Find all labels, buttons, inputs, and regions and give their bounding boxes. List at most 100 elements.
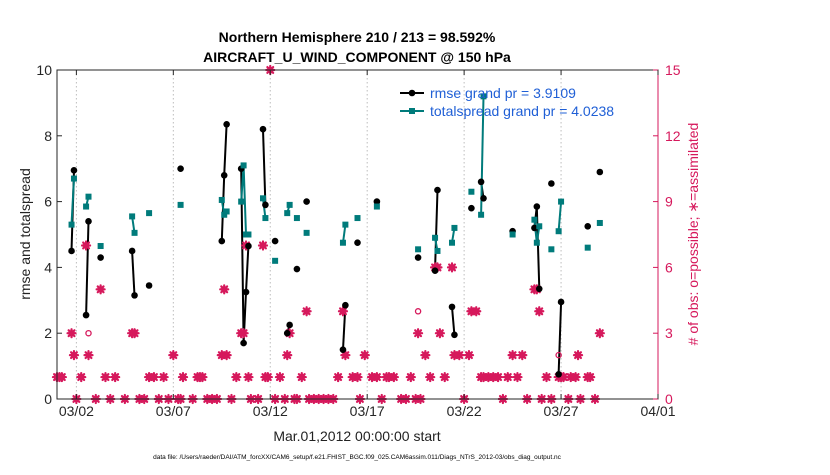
rmse-point bbox=[451, 331, 458, 339]
totalspread-point bbox=[509, 231, 516, 238]
obs-assimilated-point bbox=[340, 350, 351, 361]
x-tick-label: 03/07 bbox=[156, 403, 191, 419]
totalspread-point bbox=[245, 231, 252, 238]
totalspread-point bbox=[146, 210, 153, 217]
obs-assimilated-point bbox=[282, 350, 293, 361]
rmse-point bbox=[82, 311, 90, 319]
rmse-point bbox=[128, 247, 136, 255]
totalspread-point bbox=[129, 213, 136, 220]
rmse-point bbox=[342, 301, 349, 309]
totalspread-point bbox=[303, 229, 310, 236]
rmse-line bbox=[451, 306, 456, 335]
rmse-point bbox=[145, 282, 153, 289]
rmse-point bbox=[177, 165, 184, 172]
rmse-point bbox=[68, 247, 75, 255]
obs-assimilated-point bbox=[221, 350, 232, 361]
obs-assimilated-point bbox=[243, 371, 254, 383]
obs-assimilated-point bbox=[585, 371, 596, 383]
totalspread-point bbox=[70, 175, 77, 182]
rmse-point bbox=[85, 218, 92, 225]
rmse-point bbox=[535, 285, 543, 293]
rmse-point bbox=[245, 242, 252, 250]
rmse-point bbox=[431, 267, 439, 274]
rmse-point bbox=[477, 178, 485, 186]
totalspread-point bbox=[468, 188, 475, 195]
totalspread-point bbox=[83, 203, 90, 210]
obs-assimilated-point bbox=[572, 350, 584, 361]
rmse-point bbox=[283, 329, 291, 337]
obs-assimilated-point bbox=[507, 350, 518, 361]
rmse-point bbox=[240, 339, 247, 347]
rmse-line bbox=[131, 250, 136, 296]
totalspread-point bbox=[584, 244, 591, 251]
totalspread-point bbox=[85, 193, 92, 200]
rmse-point bbox=[220, 171, 228, 179]
obs-assimilated-point bbox=[352, 371, 363, 383]
totalspread-point bbox=[531, 216, 538, 223]
rmse-point bbox=[555, 371, 562, 378]
obs-assimilated-point bbox=[238, 328, 249, 339]
obs-assimilated-point bbox=[594, 328, 605, 339]
obs-assimilated-point bbox=[420, 350, 431, 361]
obs-assimilated-point bbox=[333, 371, 344, 383]
rmse-point bbox=[242, 288, 250, 296]
totalspread-point bbox=[240, 162, 247, 169]
obs-assimilated-point bbox=[463, 350, 475, 361]
legend-rmse-label: rmse grand pr = 3.9109 bbox=[430, 85, 576, 101]
obs-assimilated-point bbox=[68, 350, 80, 361]
obs-assimilated-point bbox=[388, 371, 399, 383]
totalspread-point bbox=[238, 198, 245, 205]
obs-assimilated-point bbox=[570, 371, 581, 383]
totalspread-point bbox=[223, 208, 230, 215]
y2-tick-label: 9 bbox=[665, 194, 673, 210]
totalspread-line bbox=[262, 198, 267, 219]
obs-assimilated-point bbox=[337, 306, 349, 317]
obs-assimilated-point bbox=[492, 371, 504, 383]
obs-assimilated-point bbox=[534, 306, 545, 317]
totalspread-point bbox=[218, 196, 225, 203]
rmse-point bbox=[354, 239, 361, 247]
totalspread-point bbox=[434, 247, 441, 254]
rmse-line bbox=[262, 129, 267, 205]
obs-assimilated-point bbox=[100, 371, 111, 383]
obs-assimilated-point bbox=[95, 284, 106, 295]
rmse-point bbox=[262, 201, 269, 209]
obs-assimilated-point bbox=[405, 371, 416, 383]
rmse-line bbox=[557, 301, 563, 375]
rmse-point bbox=[548, 180, 555, 187]
rmse-point bbox=[293, 265, 301, 273]
rmse-point bbox=[218, 237, 226, 245]
x-tick-label: 03/12 bbox=[253, 403, 288, 419]
rmse-point bbox=[373, 198, 381, 205]
totalspread-point bbox=[432, 234, 439, 241]
obs-assimilated-point bbox=[219, 284, 230, 295]
totalspread-point bbox=[558, 198, 565, 205]
legend-rmse-marker bbox=[408, 89, 416, 97]
rmse-point bbox=[286, 321, 293, 329]
chart-subtitle: AIRCRAFT_U_WIND_COMPONENT @ 150 hPa bbox=[203, 49, 511, 65]
rmse-line bbox=[240, 168, 250, 344]
obs-assimilated-point bbox=[359, 350, 370, 361]
totalspread-point bbox=[451, 224, 458, 231]
obs-assimilated-point bbox=[80, 240, 92, 251]
obs-assimilated-point bbox=[439, 371, 450, 383]
totalspread-point bbox=[272, 257, 279, 264]
obs-assimilated-point bbox=[56, 371, 67, 383]
y2-tick-label: 12 bbox=[665, 128, 681, 144]
rmse-point bbox=[339, 346, 347, 353]
x-tick-label: 03/27 bbox=[544, 403, 579, 419]
rmse-line bbox=[434, 190, 439, 271]
obs-assimilated-point bbox=[148, 371, 160, 383]
x-tick-label: 03/02 bbox=[59, 403, 94, 419]
rmse-point bbox=[596, 168, 604, 176]
totalspread-point bbox=[536, 223, 543, 230]
rmse-point bbox=[97, 254, 104, 261]
y2-tick-label: 6 bbox=[665, 259, 673, 275]
totalspread-point bbox=[262, 215, 269, 222]
totalspread-point bbox=[177, 201, 184, 208]
obs-assimilated-point bbox=[197, 371, 208, 383]
totalspread-point bbox=[68, 221, 75, 228]
totalspread-point bbox=[221, 211, 228, 218]
x-axis-label: Mar.01,2012 00:00:00 start bbox=[273, 428, 440, 444]
totalspread-point bbox=[478, 211, 485, 218]
